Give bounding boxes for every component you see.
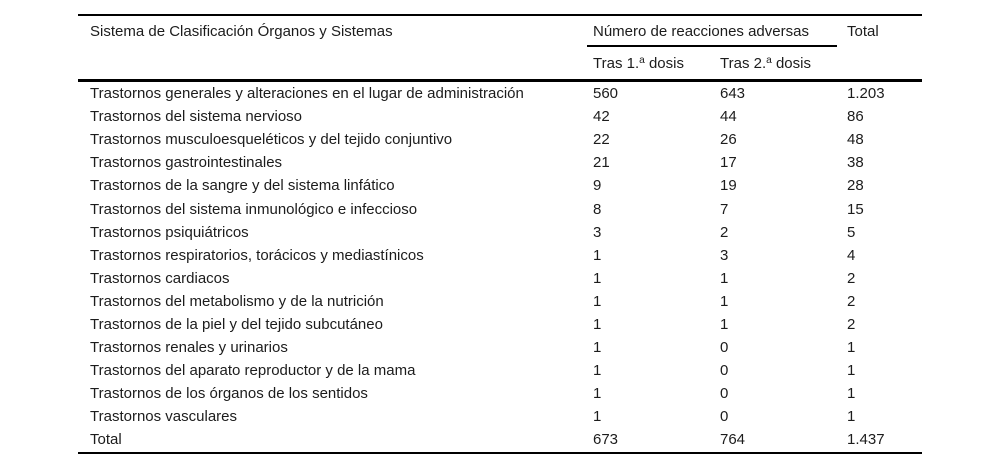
cell-total: 1.437 — [847, 431, 885, 449]
dose2-ordinal-superscript: a — [766, 55, 772, 67]
cell-dose2: 2 — [720, 223, 729, 241]
cell-dose2: 1 — [720, 315, 729, 333]
cell-dose1: 1 — [593, 339, 602, 357]
table-row: Trastornos renales y urinarios 1 0 1 — [78, 336, 922, 359]
dose2-label-suffix: dosis — [771, 55, 811, 72]
cell-total: 2 — [847, 269, 856, 287]
cell-dose2: 0 — [720, 408, 729, 426]
cell-system: Trastornos del sistema nervioso — [90, 108, 303, 126]
dose2-label-prefix: Tras 2. — [720, 55, 767, 72]
cell-total: 1 — [847, 362, 856, 380]
column-header-adverse-reactions-group: Número de reacciones adversas — [593, 23, 809, 40]
cell-dose2: 7 — [720, 200, 729, 218]
cell-system: Trastornos de la piel y del tejido subcu… — [90, 315, 383, 333]
dose1-label-suffix: dosis — [644, 55, 684, 72]
cell-dose2: 0 — [720, 339, 729, 357]
cell-system: Trastornos gastrointestinales — [90, 154, 283, 172]
cell-system: Trastornos del metabolismo y de la nutri… — [90, 292, 384, 310]
table-top-rule — [78, 14, 922, 16]
table-row: Trastornos psiquiátricos 3 2 5 — [78, 221, 922, 244]
table-row: Trastornos generales y alteraciones en e… — [78, 82, 922, 105]
table-row: Trastornos cardiacos 1 1 2 — [78, 267, 922, 290]
column-header-system: Sistema de Clasificación Órganos y Siste… — [90, 23, 393, 40]
cell-dose1: 1 — [593, 292, 602, 310]
table-row: Trastornos del aparato reproductor y de … — [78, 359, 922, 382]
cell-dose1: 1 — [593, 362, 602, 380]
cell-total: 1 — [847, 385, 856, 403]
cell-dose1: 1 — [593, 269, 602, 287]
cell-dose2: 764 — [720, 431, 746, 449]
cell-system: Total — [90, 431, 122, 449]
header-separator-rule — [78, 79, 922, 82]
table-row: Trastornos respiratorios, torácicos y me… — [78, 244, 922, 267]
cell-dose1: 21 — [593, 154, 610, 172]
cell-total: 48 — [847, 131, 864, 149]
cell-dose1: 22 — [593, 131, 610, 149]
column-header-dose2: Tras 2.a dosis — [720, 55, 811, 72]
table-row: Trastornos del metabolismo y de la nutri… — [78, 290, 922, 313]
cell-dose1: 560 — [593, 85, 619, 103]
cell-dose2: 17 — [720, 154, 737, 172]
cell-total: 1 — [847, 339, 856, 357]
dose1-ordinal-superscript: a — [639, 55, 645, 67]
cell-total: 15 — [847, 200, 864, 218]
cell-dose1: 8 — [593, 200, 602, 218]
cell-system: Trastornos del sistema inmunológico e in… — [90, 200, 418, 218]
cell-dose1: 1 — [593, 408, 602, 426]
table-bottom-rule — [78, 452, 922, 454]
cell-system: Trastornos musculoesqueléticos y del tej… — [90, 131, 453, 149]
table-row: Trastornos gastrointestinales 21 17 38 — [78, 151, 922, 174]
table-row: Trastornos del sistema nervioso 42 44 86 — [78, 105, 922, 128]
cell-system: Trastornos de la sangre y del sistema li… — [90, 177, 395, 195]
cell-dose1: 1 — [593, 385, 602, 403]
cell-dose1: 9 — [593, 177, 602, 195]
cell-dose2: 643 — [720, 85, 746, 103]
cell-total: 2 — [847, 315, 856, 333]
cell-total: 5 — [847, 223, 856, 241]
cell-total: 28 — [847, 177, 864, 195]
table-row-total: Total 673 764 1.437 — [78, 428, 922, 451]
cell-system: Trastornos renales y urinarios — [90, 339, 288, 357]
cell-dose2: 26 — [720, 131, 737, 149]
table-row: Trastornos de la piel y del tejido subcu… — [78, 313, 922, 336]
cell-dose2: 3 — [720, 246, 729, 264]
table-row: Trastornos vasculares 1 0 1 — [78, 405, 922, 428]
cell-dose2: 19 — [720, 177, 737, 195]
cell-dose2: 1 — [720, 269, 729, 287]
dose1-label-prefix: Tras 1. — [593, 55, 640, 72]
table-body: Trastornos generales y alteraciones en e… — [78, 82, 922, 452]
cell-system: Trastornos psiquiátricos — [90, 223, 249, 241]
column-header-total: Total — [847, 23, 879, 40]
cell-dose1: 3 — [593, 223, 602, 241]
cell-system: Trastornos de los órganos de los sentido… — [90, 385, 368, 403]
cell-system: Trastornos vasculares — [90, 408, 237, 426]
table-row: Trastornos de los órganos de los sentido… — [78, 382, 922, 405]
cell-dose2: 1 — [720, 292, 729, 310]
cell-dose1: 1 — [593, 315, 602, 333]
cell-dose1: 1 — [593, 246, 602, 264]
cell-dose2: 0 — [720, 362, 729, 380]
cell-total: 86 — [847, 108, 864, 126]
cell-system: Trastornos cardiacos — [90, 269, 230, 287]
column-header-dose1: Tras 1.a dosis — [593, 55, 684, 72]
cell-system: Trastornos del aparato reproductor y de … — [90, 362, 416, 380]
cell-system: Trastornos respiratorios, torácicos y me… — [90, 246, 424, 264]
table-row: Trastornos musculoesqueléticos y del tej… — [78, 128, 922, 151]
cell-dose1: 42 — [593, 108, 610, 126]
cell-system: Trastornos generales y alteraciones en e… — [90, 85, 524, 103]
cell-total: 1 — [847, 408, 856, 426]
cell-total: 1.203 — [847, 85, 885, 103]
cell-dose1: 673 — [593, 431, 619, 449]
cell-dose2: 44 — [720, 108, 737, 126]
cell-dose2: 0 — [720, 385, 729, 403]
table-row: Trastornos del sistema inmunológico e in… — [78, 197, 922, 220]
cell-total: 4 — [847, 246, 856, 264]
cell-total: 38 — [847, 154, 864, 172]
group-header-underline — [587, 45, 837, 47]
cell-total: 2 — [847, 292, 856, 310]
table-row: Trastornos de la sangre y del sistema li… — [78, 174, 922, 197]
